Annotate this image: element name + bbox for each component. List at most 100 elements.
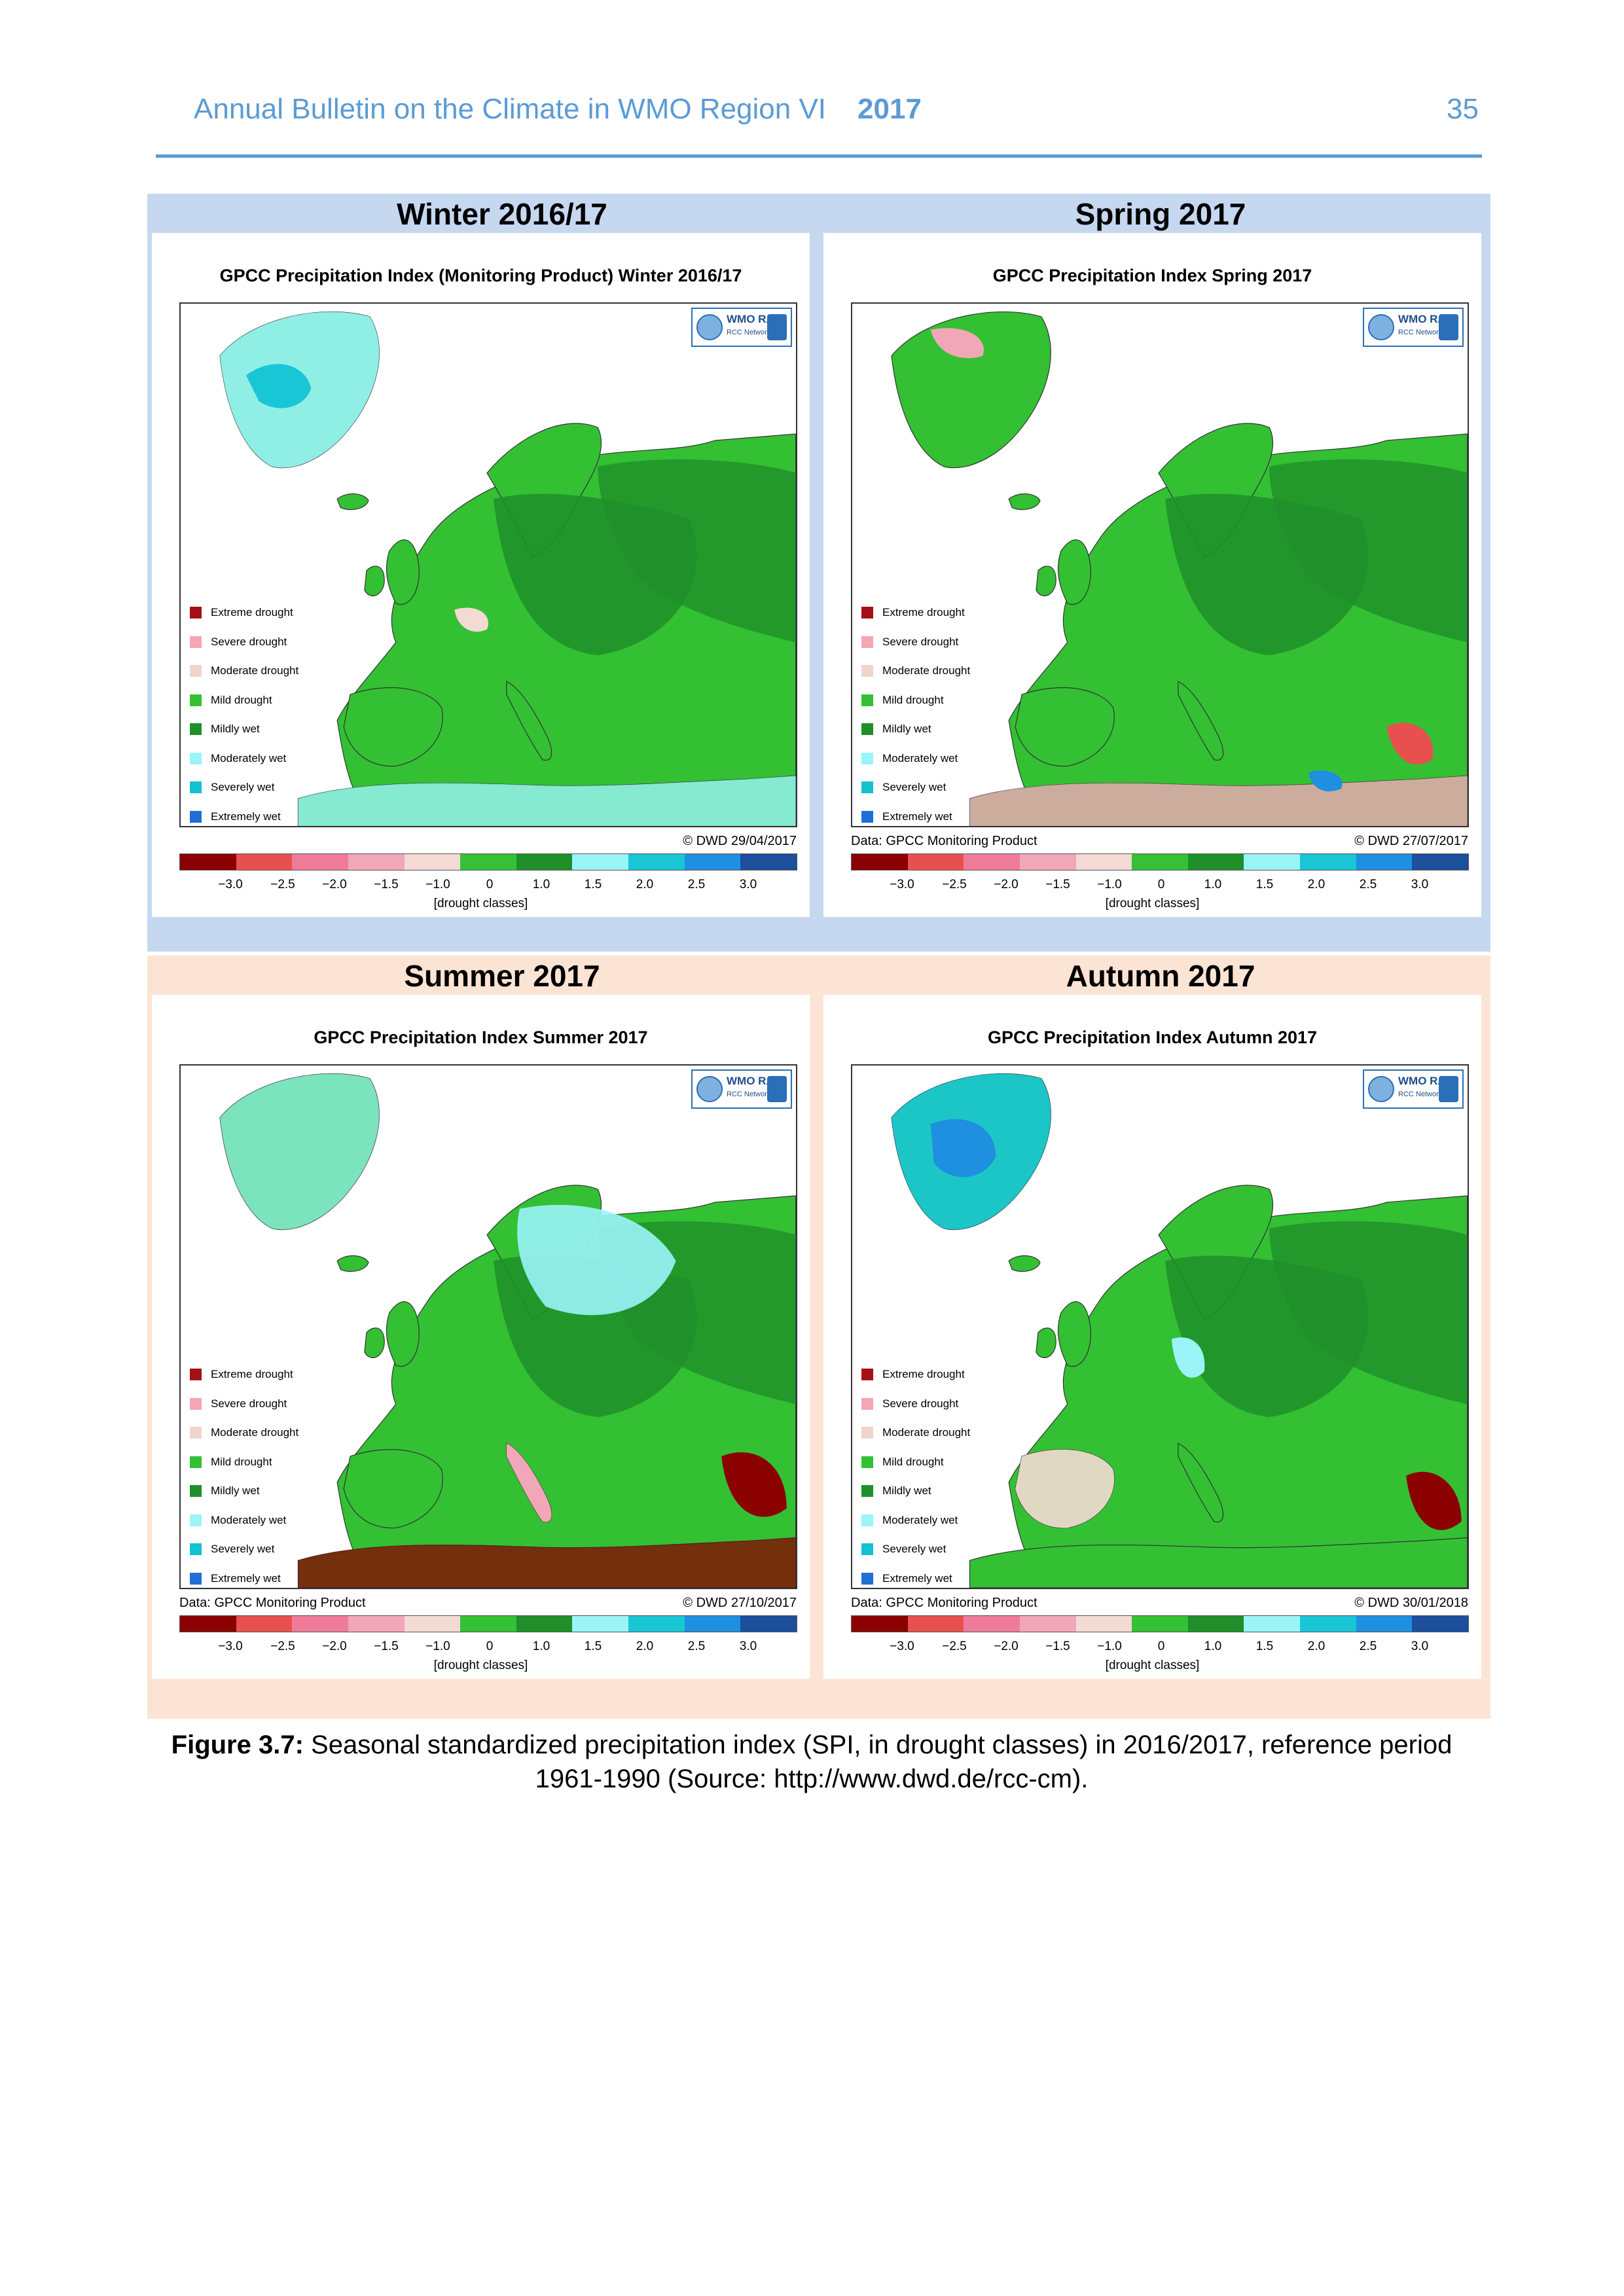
legend-swatch (190, 1485, 202, 1498)
header-year: 2017 (857, 93, 922, 125)
legend-label: Severely wet (882, 781, 947, 794)
colorbar-segment (1075, 854, 1132, 870)
legend-label: Moderate drought (211, 1426, 299, 1439)
colorbar-segment (460, 854, 516, 870)
colorbar-segment (1244, 1616, 1301, 1632)
legend-item: Extremely wet (190, 1564, 298, 1588)
colorbar-tick-label: 0 (1157, 1640, 1165, 1653)
colorbar-unit: [drought classes] (1105, 1659, 1200, 1672)
data-source: Data: GPCC Monitoring Product (851, 1596, 1038, 1610)
colorbar-segment (852, 1616, 908, 1632)
globe-icon (1368, 314, 1394, 340)
legend-item: Mildly wet (190, 1477, 298, 1506)
swirl-icon (1439, 1076, 1458, 1102)
colorbar-tick-label: −3.0 (218, 878, 243, 891)
colorbar-segment (404, 854, 461, 870)
legend-item: Extreme drought (190, 1360, 298, 1390)
legend-item: Moderately wet (190, 1506, 298, 1535)
legend-label: Mildly wet (211, 723, 260, 736)
colorbar-segment (1300, 1616, 1356, 1632)
legend-swatch (861, 1572, 873, 1585)
legend-label: Severe drought (211, 635, 287, 648)
colorbar-tick-label: 1.0 (532, 1640, 550, 1653)
colorbar-tick-label: 1.5 (1255, 878, 1274, 891)
map-graphic (852, 304, 1468, 826)
colorbar-ticks: −3.0 −2.5 −2.0 −1.5 −1.0 0 1.0 1.5 2.0 2.5 3.0 (179, 1640, 797, 1659)
legend-label: Extreme drought (882, 1368, 965, 1381)
copyright: © DWD 27/10/2017 (683, 1596, 797, 1610)
colorbar-tick-label: −2.5 (270, 1640, 295, 1653)
colorbar-tick-label: 2.5 (687, 878, 706, 891)
legend-swatch (190, 752, 202, 764)
colorbar-tick-label: −2.0 (994, 878, 1019, 891)
legend-swatch (190, 665, 202, 677)
colorbar-tick-label: 1.5 (584, 878, 602, 891)
legend-item: Mild drought (861, 1448, 970, 1477)
colorbar-segment (964, 1616, 1020, 1632)
legend-label: Severe drought (211, 1397, 287, 1410)
colorbar (851, 1615, 1469, 1632)
colorbar-segment (1412, 854, 1469, 870)
colorbar-tick-label: 2.0 (1307, 1640, 1326, 1653)
colorbar-tick-label: −1.0 (1097, 878, 1122, 891)
colorbar-segment (1187, 1616, 1244, 1632)
map-panel: GPCC Precipitation Index Autumn 2017 WMO … (823, 995, 1481, 1679)
colorbar-segment (628, 854, 685, 870)
page-number: 35 (1447, 93, 1479, 125)
legend-label: Mild drought (882, 693, 944, 706)
legend-swatch (190, 1369, 202, 1381)
colorbar-segment (404, 1616, 461, 1632)
precipitation-index-map: WMO RA VI RCC Network Extreme drought Sever… (851, 1064, 1469, 1589)
colorbar-tick-label: 2.0 (636, 878, 654, 891)
legend-item: Severe drought (190, 1390, 298, 1419)
legend-item: Extremely wet (861, 1564, 970, 1588)
precipitation-index-map: WMO RA VI RCC Network Extreme drought Sever… (179, 1064, 797, 1589)
colorbar-tick-label: −2.5 (270, 878, 295, 891)
legend-swatch (190, 1397, 202, 1410)
season-heading: Autumn 2017 (1066, 959, 1255, 993)
legend-swatch (861, 665, 873, 677)
legend-swatch (861, 810, 873, 823)
legend-item: Mild drought (190, 1448, 298, 1477)
colorbar-tick-label: 2.5 (1359, 878, 1377, 891)
colorbar-tick-label: 3.0 (739, 1640, 757, 1653)
legend-item: Moderate drought (190, 1418, 298, 1448)
legend-label: Moderate drought (211, 664, 299, 677)
map-graphic (181, 1066, 796, 1588)
caption-text: Seasonal standardized precipitation inde… (311, 1731, 1453, 1793)
colorbar-tick-label: 1.5 (584, 1640, 602, 1653)
legend-swatch (190, 607, 202, 619)
legend-label: Severely wet (882, 1543, 947, 1556)
map-panel: GPCC Precipitation Index Summer 2017 WMO … (152, 995, 810, 1679)
colorbar-segment (236, 1616, 293, 1632)
map-panel: GPCC Precipitation Index Spring 2017 WMO … (823, 233, 1481, 917)
colorbar-ticks: −3.0 −2.5 −2.0 −1.5 −1.0 0 1.0 1.5 2.0 2.5 3.0 (851, 878, 1469, 897)
globe-icon (1368, 1076, 1394, 1102)
legend-swatch (190, 636, 202, 648)
colorbar-segment (516, 854, 573, 870)
colorbar-tick-label: −1.5 (374, 1640, 399, 1653)
legend-label: Mild drought (882, 1455, 944, 1468)
colorbar (851, 853, 1469, 870)
colorbar-tick-label: 3.0 (1411, 1640, 1429, 1653)
running-header: Annual Bulletin on the Climate in WMO Re… (194, 93, 922, 126)
legend-swatch (190, 1543, 202, 1556)
map-title: GPCC Precipitation Index Autumn 2017 (987, 1028, 1318, 1047)
colorbar-tick-label: −1.0 (1097, 1640, 1122, 1653)
colorbar-tick-label: −2.5 (942, 878, 967, 891)
colorbar-tick-label: 0 (1157, 878, 1165, 891)
swirl-icon (767, 1076, 787, 1102)
legend-swatch (190, 723, 202, 736)
colorbar-tick-label: −1.0 (425, 1640, 450, 1653)
colorbar-tick-label: −1.5 (374, 878, 399, 891)
legend-item: Moderate drought (861, 1418, 970, 1448)
legend-item: Extreme drought (861, 1360, 970, 1390)
colorbar-tick-label: −2.0 (322, 1640, 347, 1653)
legend-label: Mild drought (211, 1455, 272, 1468)
colorbar (179, 853, 797, 870)
colorbar-segment (740, 854, 797, 870)
colorbar-segment (180, 854, 236, 870)
map-title: GPCC Precipitation Index Spring 2017 (992, 266, 1312, 285)
legend-swatch (861, 1427, 873, 1439)
legend-item: Extreme drought (861, 598, 970, 628)
